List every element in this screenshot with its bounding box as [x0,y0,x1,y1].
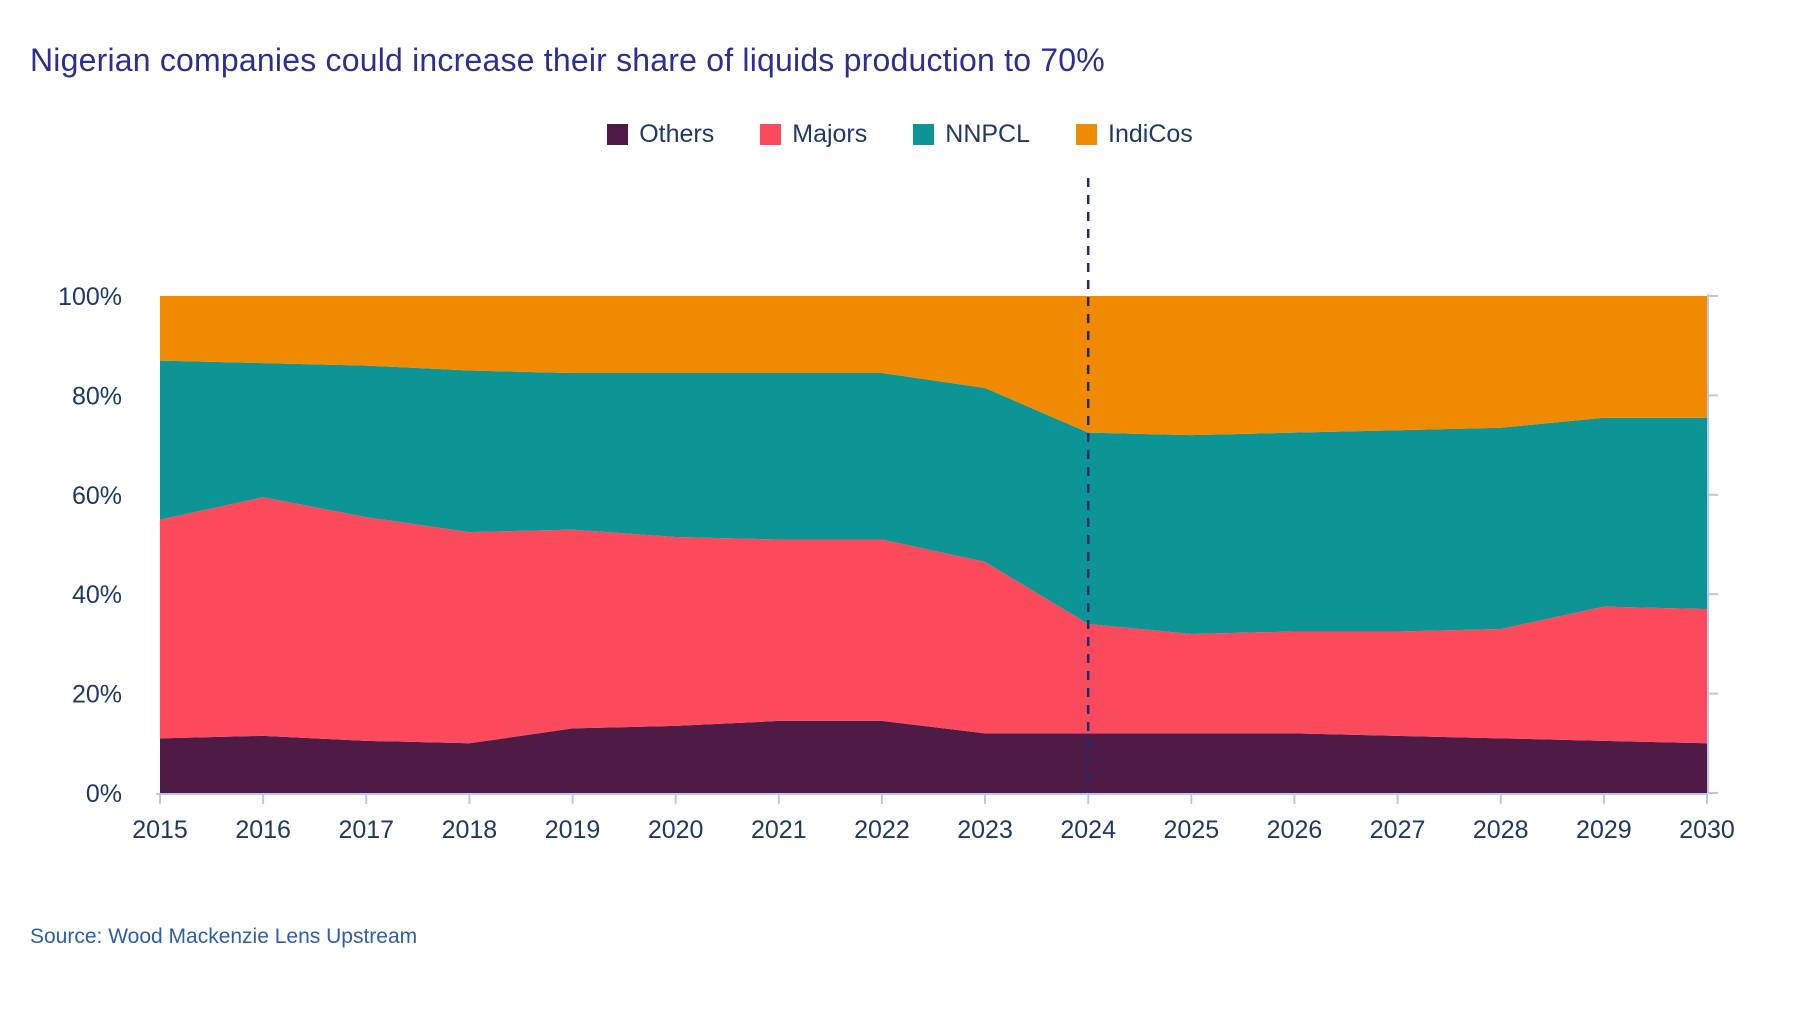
x-axis-label: 2020 [648,816,704,844]
y-axis-label: 60% [72,482,122,510]
legend-label-majors: Majors [792,120,868,148]
x-axis-label: 2030 [1679,816,1735,844]
source-note: Source: Wood Mackenzie Lens Upstream [30,925,418,948]
y-axis-label: 40% [72,581,122,609]
x-axis-label: 2016 [235,816,291,844]
legend-label-indicos: IndiCos [1108,120,1193,148]
area-nnpcl [160,360,1707,634]
legend-swatch-nnpcl [913,124,935,145]
legend-item-indicos: IndiCos [1076,120,1193,149]
x-axis-label: 2019 [545,816,601,844]
x-axis-label: 2018 [442,816,498,844]
area-indicos [160,296,1707,436]
x-axis-label: 2024 [1060,816,1116,844]
x-axis-label: 2022 [854,816,910,844]
x-axis-label: 2027 [1370,816,1426,844]
x-axis-label: 2017 [338,816,394,844]
y-axis-label: 100% [58,283,122,311]
legend-item-nnpcl: NNPCL [913,120,1030,149]
legend-swatch-others [607,124,629,145]
x-axis-label: 2021 [751,816,807,844]
y-axis-label: 0% [86,780,122,808]
legend-label-others: Others [639,120,715,148]
legend-item-others: Others [607,120,714,149]
x-axis-label: 2015 [132,816,188,844]
legend-swatch-indicos [1076,124,1098,145]
area-others [160,720,1707,793]
area-majors [160,497,1707,744]
x-axis-label: 2029 [1576,816,1632,844]
x-axis-label: 2023 [957,816,1013,844]
legend-label-nnpcl: NNPCL [945,120,1031,148]
x-axis-label: 2026 [1267,816,1323,844]
y-axis-label: 20% [72,681,122,709]
chart-title: Nigerian companies could increase their … [30,42,1105,78]
legend-item-majors: Majors [760,120,867,149]
legend: Others Majors NNPCL IndiCos [0,120,1800,149]
x-axis-label: 2028 [1473,816,1529,844]
y-axis-label: 80% [72,382,122,410]
legend-swatch-majors [760,124,782,145]
x-axis-label: 2025 [1164,816,1220,844]
